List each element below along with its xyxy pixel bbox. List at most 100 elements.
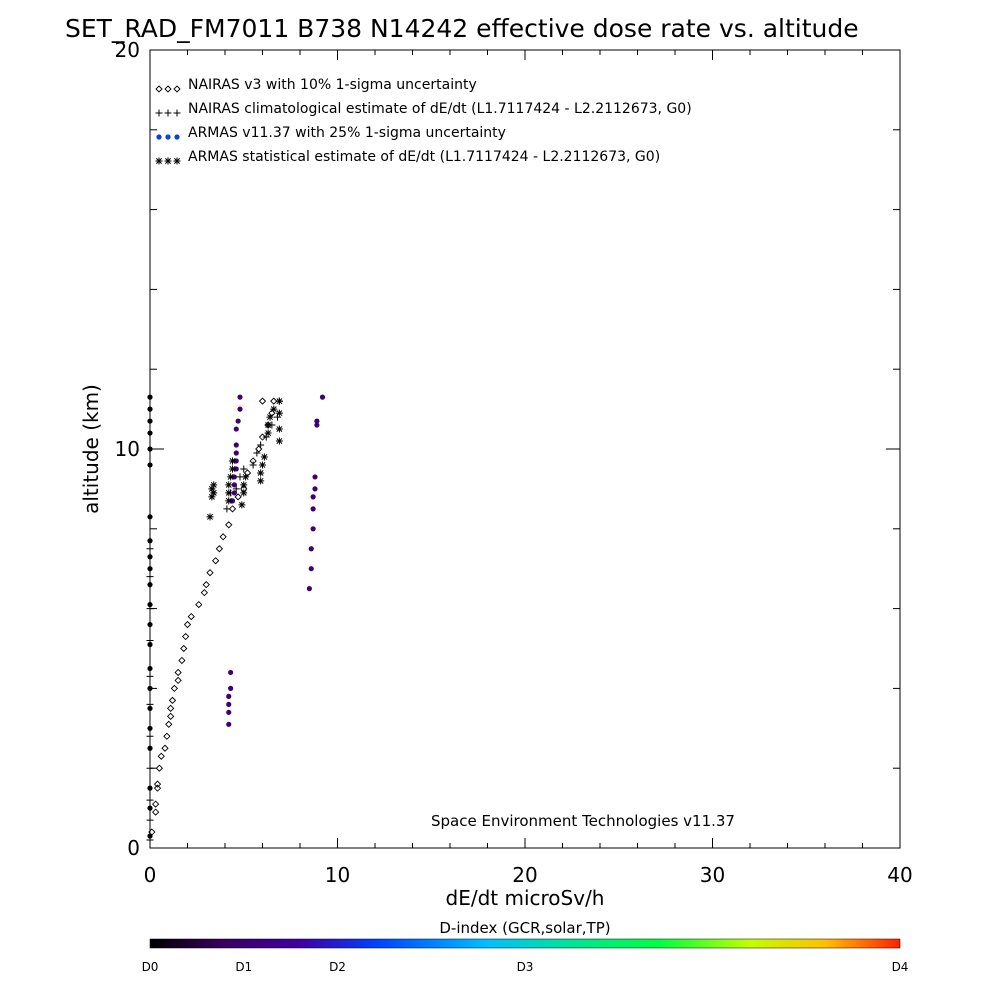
dot-point [147, 538, 153, 544]
dot-point [147, 582, 153, 588]
colorbar-label: D1 [235, 960, 252, 974]
legend-marker [155, 109, 163, 117]
x-tick-label: 40 [887, 863, 912, 887]
diamond-point [243, 469, 252, 477]
diamond-point [234, 493, 242, 501]
asterisk-point [264, 421, 272, 429]
diamond-point [170, 684, 179, 693]
dot-point [147, 833, 153, 839]
dot-point [228, 685, 234, 692]
asterisk-point [275, 397, 283, 405]
asterisk-point [225, 481, 233, 489]
dot-point [233, 466, 239, 472]
dot-point [310, 506, 316, 512]
plus-point [146, 764, 154, 772]
diamond-point [228, 505, 237, 513]
series-group [146, 394, 326, 844]
asterisk-point [260, 453, 268, 461]
legend-marker [155, 85, 163, 93]
dot-point [226, 693, 232, 699]
dot-point [228, 669, 234, 676]
diamond-point [215, 545, 224, 553]
diamond-point [200, 589, 209, 597]
legend-label: NAIRAS climatological estimate of dE/dt … [188, 101, 692, 117]
diamond-point [153, 780, 162, 788]
asterisk-point [210, 481, 218, 489]
dot-point [237, 394, 243, 400]
dot-point [147, 725, 153, 731]
y-axis-label: altitude (km) [79, 384, 103, 514]
diamond-point [168, 696, 177, 705]
chart-title: SET_RAD_FM7011 B738 N14242 effective dos… [65, 14, 859, 43]
diamond-point [211, 557, 220, 565]
dot-point [147, 462, 153, 468]
dot-point [314, 418, 320, 424]
diamond-point [183, 620, 192, 629]
plus-point [146, 796, 154, 804]
diamond-point [187, 612, 195, 621]
legend-marker [164, 157, 172, 165]
asterisk-point [257, 477, 265, 485]
dot-point [310, 494, 316, 500]
x-tick-label: 30 [700, 863, 725, 887]
diamond-point [161, 744, 169, 752]
dot-point [312, 474, 318, 480]
diamond-point [270, 397, 278, 405]
diamond-point [165, 720, 173, 728]
asterisk-point [229, 465, 236, 473]
dot-point [312, 486, 318, 492]
dot-point [147, 566, 153, 572]
diamond-point [178, 656, 186, 665]
dot-point [147, 554, 153, 560]
x-tick-label: 20 [512, 863, 537, 887]
dot-point [310, 526, 316, 532]
dot-point [314, 422, 320, 428]
dot-point [233, 442, 239, 448]
diamond-point [151, 808, 160, 816]
series-asterisk [206, 397, 283, 521]
diamond-point [174, 668, 182, 677]
dot-point [226, 701, 232, 707]
dot-point [231, 474, 237, 480]
series-dot [147, 394, 153, 839]
diamond-point [180, 644, 188, 653]
colorbar-labels: D0 D1 D2 D3 D4 [142, 960, 909, 974]
dot-point [229, 498, 236, 504]
legend-marker [156, 134, 162, 140]
diamond-point [166, 704, 175, 712]
plus-point [146, 732, 154, 740]
dot-point [147, 641, 153, 648]
dot-point [308, 546, 314, 552]
dot-point [147, 406, 153, 412]
plus-point [223, 505, 231, 513]
colorbar-label: D3 [517, 960, 534, 974]
y-tick-label: 20 [115, 38, 140, 62]
dot-point [226, 709, 232, 715]
plus-point [146, 573, 154, 581]
asterisk-point [238, 501, 246, 509]
legend-marker [155, 157, 163, 165]
dot-point [147, 705, 153, 711]
plus-point [146, 816, 154, 824]
plus-point [249, 461, 257, 469]
legend-item: NAIRAS v3 with 10% 1-sigma uncertainty [155, 77, 477, 93]
legend-marker [164, 85, 172, 93]
colorbar-label: D4 [892, 960, 909, 974]
asterisk-point [259, 461, 266, 469]
asterisk-point [240, 489, 248, 497]
dot-point [226, 721, 232, 727]
legend-label: NAIRAS v3 with 10% 1-sigma uncertainty [188, 77, 477, 93]
legend-item: ARMAS statistical estimate of dE/dt (L1.… [155, 149, 660, 165]
dot-point [231, 490, 237, 496]
diamond-point [153, 784, 162, 792]
dot-point [235, 418, 241, 424]
diamond-point [151, 800, 160, 808]
legend-item: NAIRAS climatological estimate of dE/dt … [155, 101, 692, 117]
legend-marker [164, 109, 172, 117]
plus-point [253, 449, 261, 457]
colorbar-label: D2 [329, 960, 346, 974]
asterisk-point [229, 457, 236, 465]
asterisk-point [270, 405, 278, 413]
asterisk-point [266, 413, 274, 421]
dot-point [147, 446, 153, 452]
